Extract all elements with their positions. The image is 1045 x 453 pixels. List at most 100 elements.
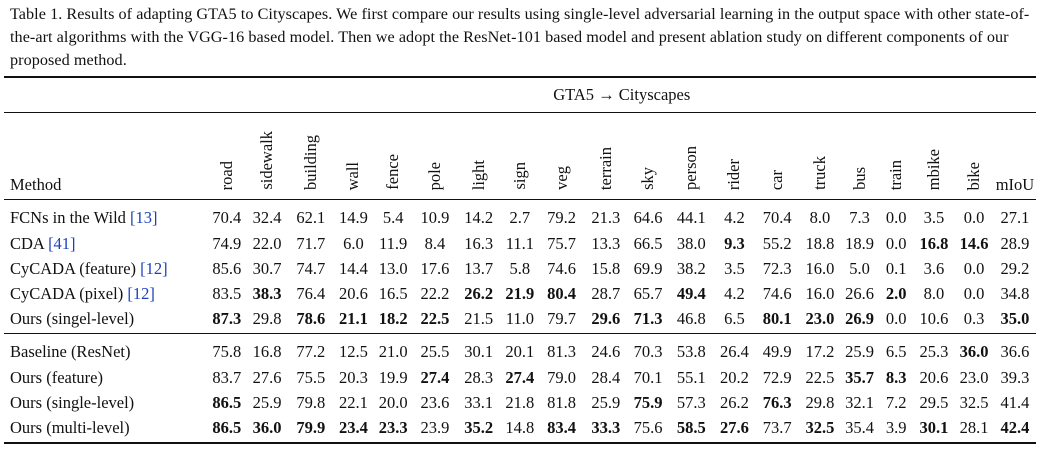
corner-cell (4, 76, 208, 113)
method-name-cell: CyCADA (feature) [12] (4, 256, 208, 281)
super-header: GTA5 → Cityscapes (207, 76, 1036, 113)
miou-value: 28.9 (1000, 233, 1030, 253)
score-cell: 29.8 (805, 392, 835, 412)
score-cell: 70.4 (207, 199, 247, 231)
score-cell: 0.0 (954, 199, 994, 231)
method-name-cell: Ours (single-level) (4, 390, 208, 415)
score-cell: 74.6 (762, 283, 792, 303)
score-cell: 32.5 (959, 392, 989, 412)
score-cell: 0.0 (963, 283, 985, 303)
citation-link[interactable]: [13] (130, 207, 158, 227)
score-cell: 16.3 (464, 233, 494, 253)
score-cell: 74.7 (296, 258, 326, 278)
class-header-label: rider (724, 158, 744, 190)
score-cell: 7.2 (885, 392, 907, 412)
score-cell: 44.1 (668, 199, 715, 231)
score-cell: 25.3 (913, 333, 955, 365)
method-name: Ours (single-level) (10, 392, 135, 412)
score-cell: 23.3 (373, 415, 413, 444)
method-name: Baseline (ResNet) (10, 341, 131, 361)
score-cell: 22.5 (420, 308, 450, 328)
method-header: Method (4, 112, 208, 200)
score-cell: 30.7 (252, 258, 282, 278)
class-header-label: building (300, 134, 320, 190)
score-cell: 55.2 (762, 233, 792, 253)
score-cell: 22.2 (420, 283, 450, 303)
score-cell: 33.3 (583, 415, 628, 444)
class-header-wall: wall (333, 112, 374, 200)
score-cell: 76.4 (296, 283, 326, 303)
score-cell: 27.4 (505, 367, 535, 387)
score-cell: 29.6 (591, 308, 621, 328)
miou-value: 29.2 (1000, 258, 1030, 278)
miou-value: 34.8 (1000, 283, 1030, 303)
score-cell: 79.2 (539, 199, 584, 231)
method-name: Ours (multi-level) (10, 417, 130, 437)
score-cell: 23.6 (420, 392, 450, 412)
score-cell: 0.0 (885, 233, 907, 253)
score-cell: 29.5 (919, 392, 949, 412)
score-cell: 22.5 (805, 367, 835, 387)
score-cell: 79.9 (287, 415, 334, 444)
score-cell: 32.5 (799, 415, 841, 444)
score-cell: 6.5 (724, 308, 745, 328)
class-header-label: sign (509, 162, 529, 190)
score-cell: 74.9 (212, 233, 242, 253)
score-cell: 0.1 (885, 258, 907, 278)
score-cell: 14.9 (333, 199, 374, 231)
score-cell: 57.3 (676, 392, 706, 412)
class-header-veg: veg (539, 112, 584, 200)
score-cell: 86.5 (212, 392, 242, 412)
table-caption: Table 1. Results of adapting GTA5 to Cit… (10, 5, 1030, 69)
score-cell: 38.0 (676, 233, 706, 253)
score-cell: 28.4 (591, 367, 621, 387)
miou-value: 41.4 (1000, 392, 1030, 412)
score-cell: 14.4 (339, 258, 368, 278)
score-cell: 66.5 (633, 233, 663, 253)
class-header-label: light (468, 159, 488, 190)
citation-link[interactable]: [12] (127, 283, 155, 303)
score-cell: 81.8 (547, 392, 576, 412)
method-name: Ours (singel-level) (10, 308, 135, 328)
score-cell: 83.4 (539, 415, 584, 444)
citation-link[interactable]: [12] (140, 258, 168, 278)
score-cell: 74.6 (547, 258, 576, 278)
score-cell: 24.6 (583, 333, 628, 365)
score-cell: 38.3 (252, 283, 282, 303)
method-name-cell: Ours (feature) (4, 365, 208, 390)
score-cell: 6.0 (343, 233, 364, 253)
score-cell: 26.6 (845, 283, 875, 303)
method-name-cell: CDA [41] (4, 231, 208, 256)
class-header-label: person (681, 146, 701, 190)
score-cell: 3.5 (913, 199, 955, 231)
method-name: FCNs in the Wild (10, 207, 126, 227)
score-cell: 0.0 (885, 308, 907, 328)
score-cell: 21.1 (339, 308, 368, 328)
class-header-sign: sign (500, 112, 540, 200)
score-cell: 11.0 (505, 308, 534, 328)
score-cell: 20.6 (919, 367, 949, 387)
score-cell: 25.9 (840, 333, 879, 365)
score-cell: 14.6 (959, 233, 989, 253)
score-cell: 21.0 (373, 333, 413, 365)
class-header-label: wall (343, 161, 363, 190)
table-row: Ours (singel-level) 87.3 29.8 78.6 21.1 18.2 2… (4, 306, 1036, 334)
score-cell: 16.8 (246, 333, 288, 365)
score-cell: 3.6 (923, 258, 945, 278)
class-header-person: person (668, 112, 715, 200)
score-cell: 13.3 (591, 233, 621, 253)
score-cell: 7.3 (840, 199, 879, 231)
score-cell: 27.6 (252, 367, 282, 387)
method-name-cell: Baseline (ResNet) (4, 333, 208, 365)
score-cell: 0.3 (963, 308, 985, 328)
score-cell: 16.5 (378, 283, 408, 303)
class-header-car: car (754, 112, 800, 200)
score-cell: 71.7 (296, 233, 326, 253)
table-row: CyCADA (pixel) [12] 83.5 38.3 76.4 20.6 16.5 2… (4, 281, 1036, 306)
score-cell: 11.1 (505, 233, 534, 253)
score-cell: 4.2 (724, 283, 745, 303)
score-cell: 14.2 (456, 199, 501, 231)
score-cell: 62.1 (287, 199, 334, 231)
score-cell: 23.4 (333, 415, 374, 444)
citation-link[interactable]: [41] (48, 233, 76, 253)
